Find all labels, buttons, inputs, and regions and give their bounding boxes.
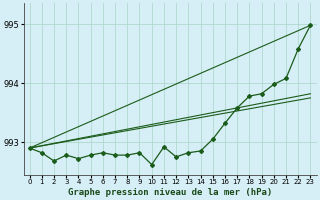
X-axis label: Graphe pression niveau de la mer (hPa): Graphe pression niveau de la mer (hPa) — [68, 188, 272, 197]
